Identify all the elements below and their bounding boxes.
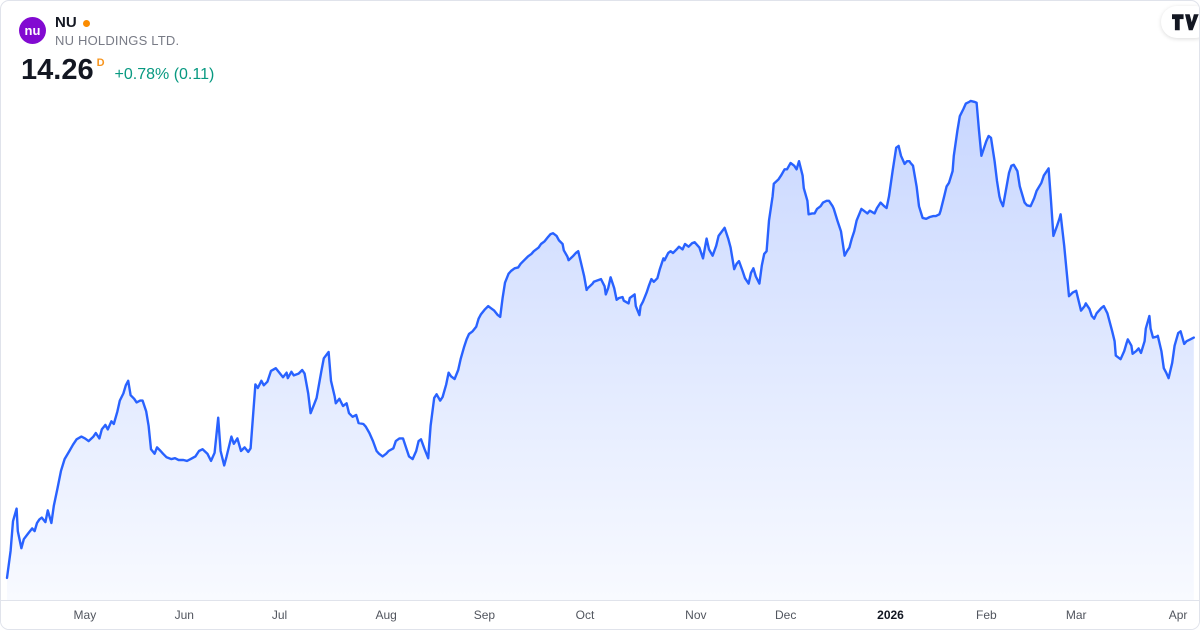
company-name: NU HOLDINGS LTD. xyxy=(55,33,180,48)
time-axis: May Jun Jul Aug Sep Oct Nov Dec 2026 Feb Mar Apr xyxy=(1,600,1199,629)
time-axis-tick: Nov xyxy=(685,608,707,622)
time-axis-tick: Apr xyxy=(1168,608,1188,622)
symbol-header[interactable]: nu NU NU HOLDINGS LTD. xyxy=(19,14,179,49)
symbol-ticker[interactable]: NU xyxy=(55,14,77,31)
price-change: +0.78% (0.11) xyxy=(114,66,215,83)
time-axis-tick: May xyxy=(73,608,97,622)
time-axis-tick: Sep xyxy=(473,608,496,622)
price-block: 14.26 D +0.78% (0.11) xyxy=(21,56,214,85)
symbol-logo-text: nu xyxy=(24,23,41,38)
time-axis-tick: Aug xyxy=(375,608,397,622)
time-axis-tick: Feb xyxy=(976,608,997,622)
market-status-dot-icon xyxy=(82,19,90,27)
interval-badge: D xyxy=(96,57,105,69)
time-axis-tick: Mar xyxy=(1065,608,1087,622)
time-axis-tick: 2026 xyxy=(877,608,904,622)
symbol-logo-icon: nu xyxy=(19,17,46,44)
tradingview-icon xyxy=(1172,13,1199,30)
tradingview-logo[interactable] xyxy=(1161,6,1199,38)
time-axis-tick: Jun xyxy=(174,608,194,622)
time-axis-tick: Dec xyxy=(775,608,797,622)
time-axis-tick: Oct xyxy=(575,608,595,622)
symbol-titles: NU NU HOLDINGS LTD. xyxy=(55,14,179,49)
last-price: 14.26 xyxy=(21,54,94,86)
time-axis-tick: Jul xyxy=(271,608,288,622)
price-line xyxy=(5,99,1196,580)
area-fill xyxy=(7,100,1194,604)
